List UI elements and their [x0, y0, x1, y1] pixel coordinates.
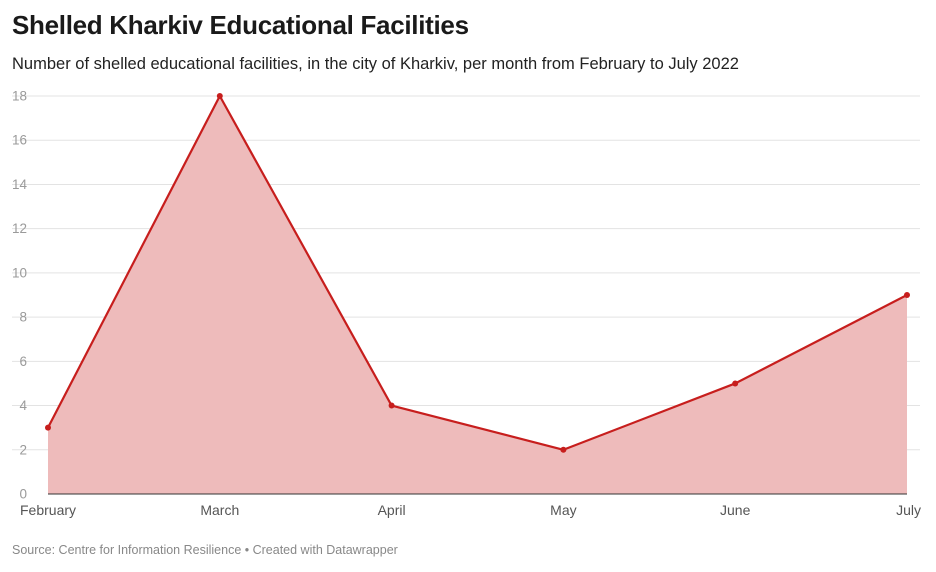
series-line — [47, 94, 908, 451]
y-tick-label: 16 — [12, 133, 27, 148]
x-tick-label: February — [20, 502, 76, 518]
chart-title: Shelled Kharkiv Educational Facilities — [12, 10, 469, 40]
x-axis-ticks: February March April May June July — [20, 502, 921, 518]
y-tick-label: 6 — [19, 354, 27, 369]
area-chart: 0 2 4 6 8 10 12 14 16 18 February March April May Jun… — [12, 89, 921, 519]
x-tick-label: April — [378, 502, 406, 518]
y-tick-label: 2 — [19, 442, 27, 457]
data-point — [904, 292, 910, 298]
y-tick-label: 10 — [12, 265, 27, 280]
x-tick-label: May — [550, 502, 576, 518]
y-tick-label: 12 — [12, 221, 27, 236]
y-tick-label: 0 — [19, 487, 27, 502]
y-axis-ticks: 0 2 4 6 8 10 12 14 16 18 — [12, 89, 28, 502]
data-point — [732, 380, 739, 387]
area-fill — [48, 96, 907, 494]
x-tick-label: July — [896, 502, 921, 518]
source-note: Source: Centre for Information Resilienc… — [12, 543, 398, 557]
data-point — [45, 424, 51, 431]
data-point — [560, 446, 567, 453]
x-tick-label: June — [720, 502, 751, 518]
y-tick-label: 8 — [19, 310, 27, 325]
y-tick-label: 18 — [12, 89, 27, 104]
data-point — [388, 402, 395, 409]
data-points — [45, 93, 910, 453]
x-tick-label: March — [200, 502, 239, 518]
y-tick-label: 4 — [19, 398, 27, 413]
chart-subtitle: Number of shelled educational facilities… — [12, 55, 739, 73]
data-point — [216, 93, 223, 99]
y-tick-label: 14 — [12, 177, 28, 192]
